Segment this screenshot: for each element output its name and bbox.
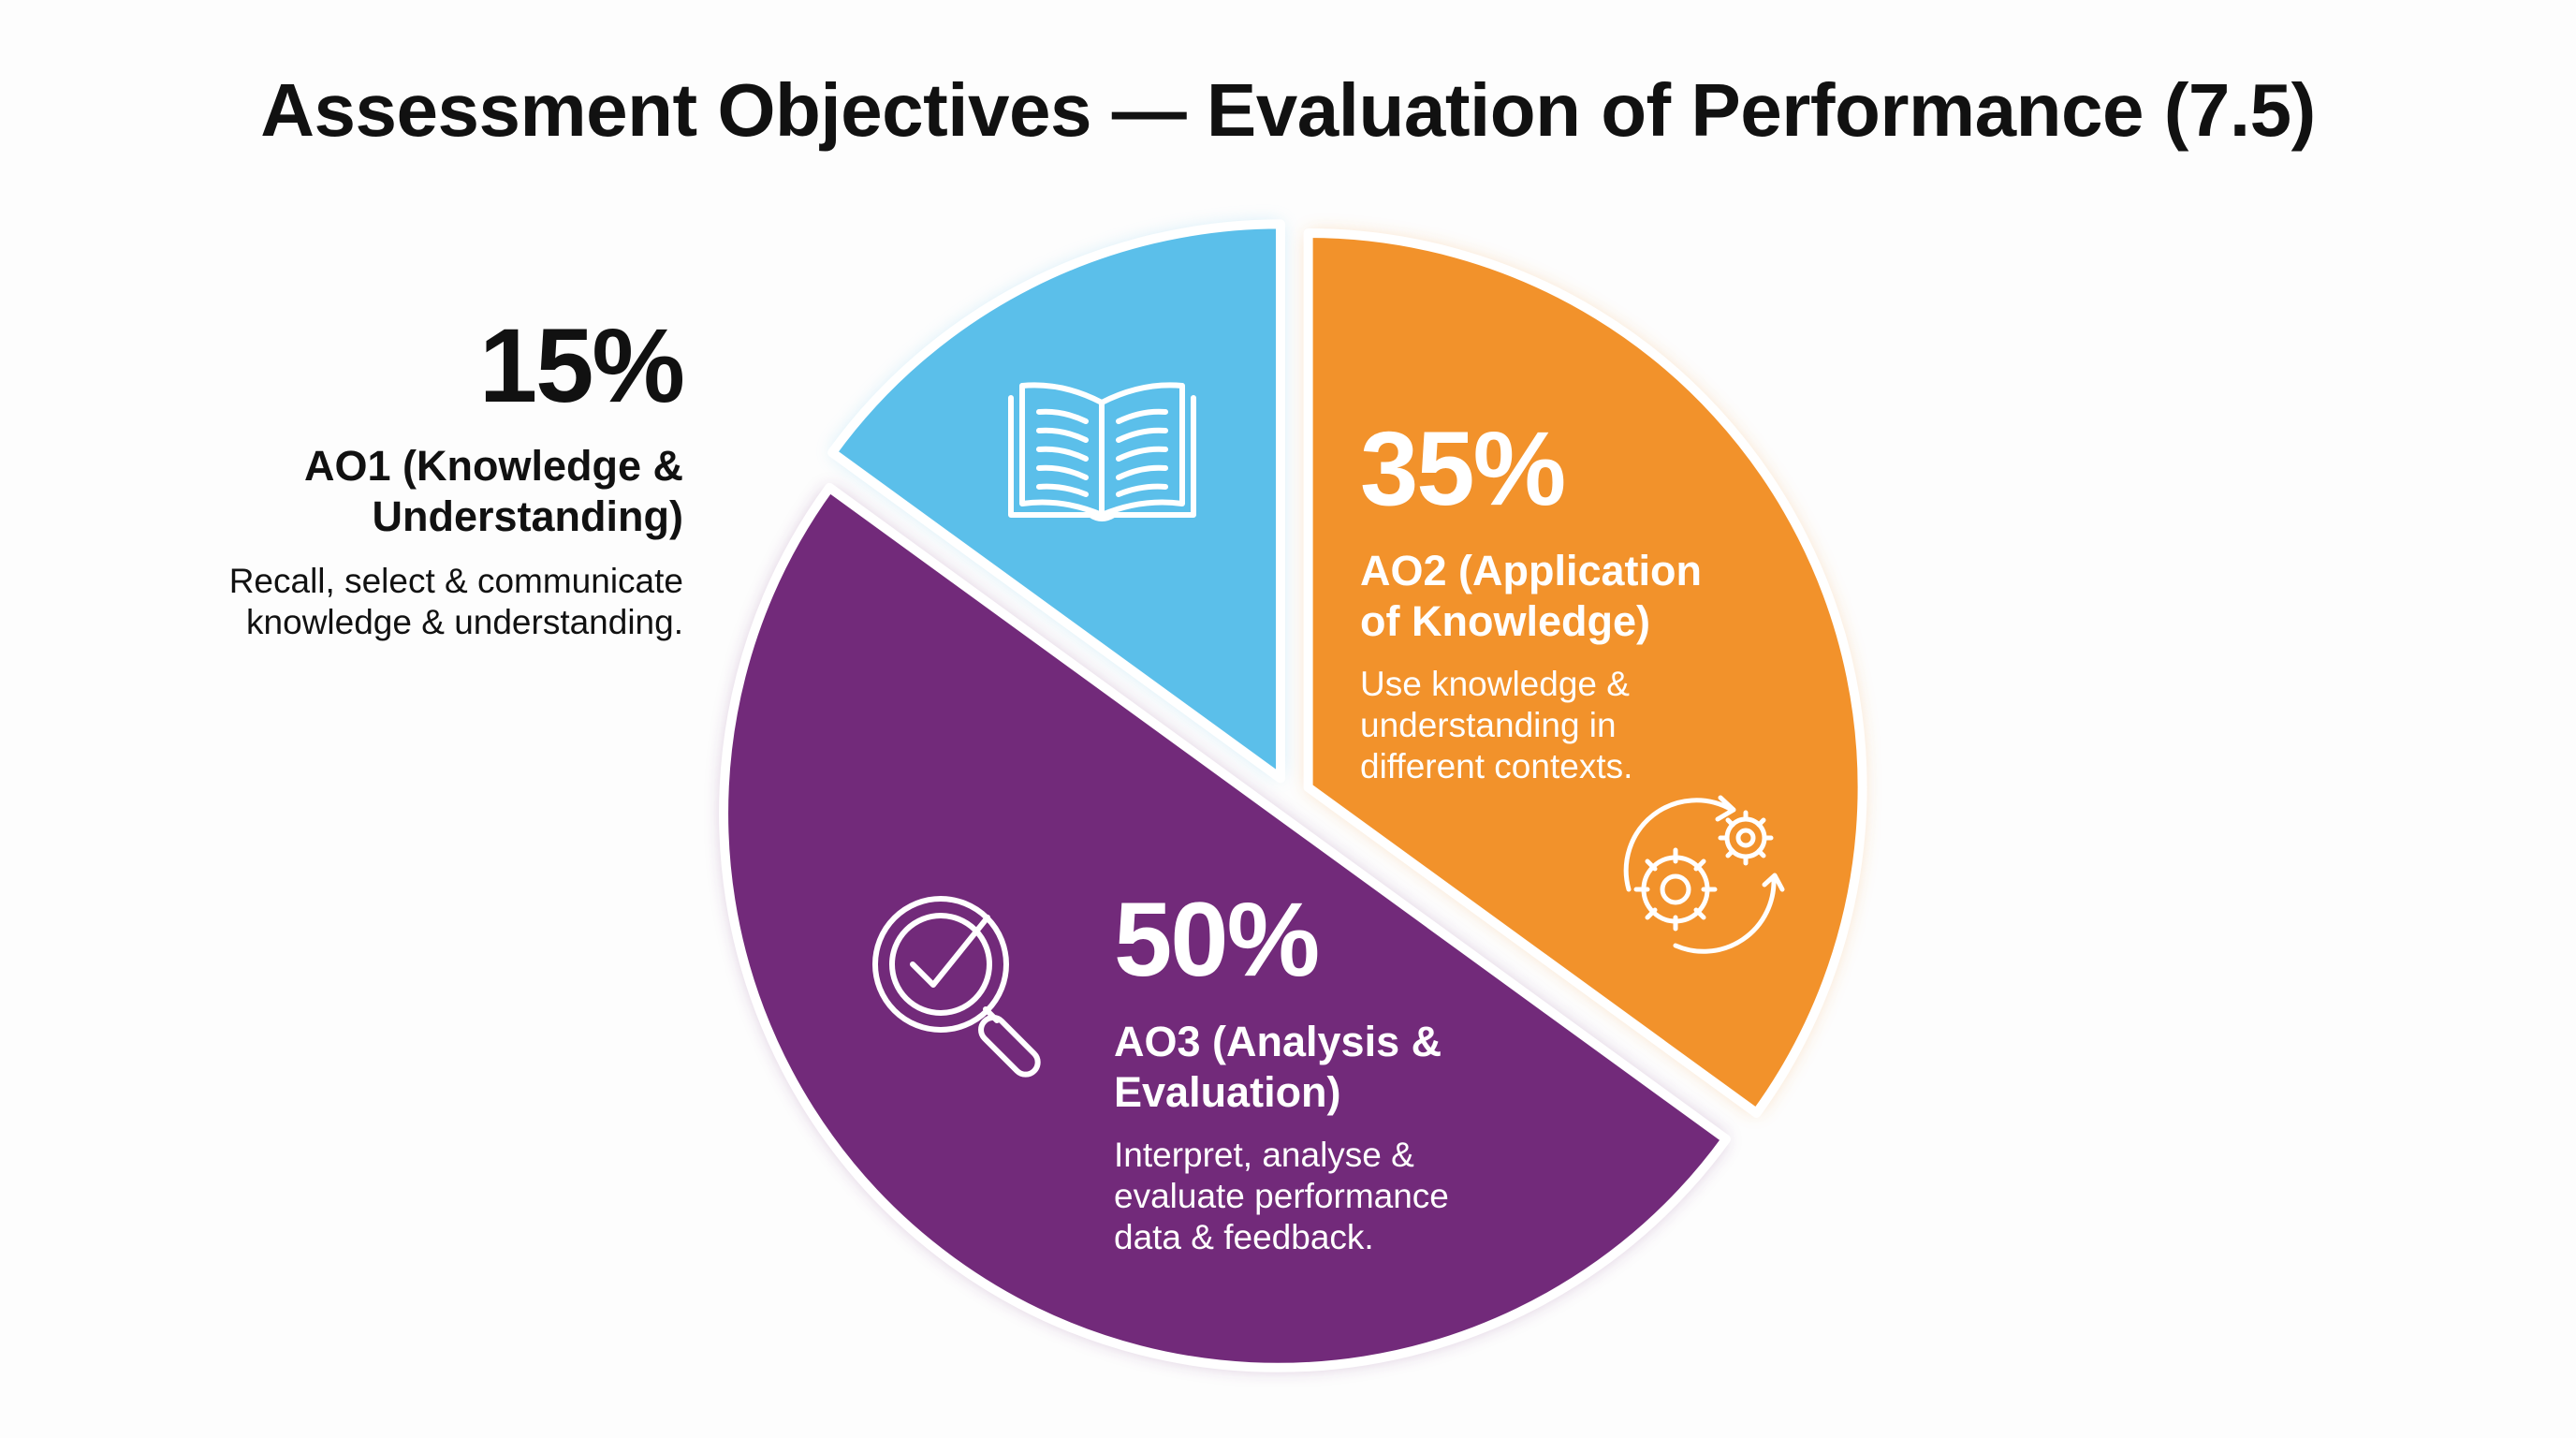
ao2-desc-line3: different contexts. xyxy=(1360,747,1633,785)
ao1-desc-line2: knowledge & understanding. xyxy=(246,603,683,641)
ao2-heading-line2: of Knowledge) xyxy=(1360,597,1650,645)
ao3-desc-line3: data & feedback. xyxy=(1114,1218,1374,1256)
ao2-heading-line1: AO2 (Application xyxy=(1360,547,1703,594)
ao2-desc-line1: Use knowledge & xyxy=(1360,665,1630,703)
ao1-heading-line1: AO1 (Knowledge & xyxy=(303,442,683,490)
magnifier-check-icon xyxy=(872,896,1041,1078)
ao1-percent: 15% xyxy=(478,307,685,424)
ao3-desc-line1: Interpret, analyse & xyxy=(1114,1136,1414,1174)
ao2-label-group: 35% AO2 (Application of Knowledge) Use k… xyxy=(1360,417,1702,787)
gears-cycle-icon xyxy=(1623,795,1785,954)
pie-slice-ao2 xyxy=(1303,228,1867,1118)
ao3-label-group: 50% AO3 (Analysis & Evaluation) Interpre… xyxy=(1114,888,1449,1258)
ao1-desc-line1: Recall, select & communicate xyxy=(228,562,683,600)
chart-title: Assessment Objectives — Evaluation of Pe… xyxy=(260,68,2316,152)
ao2-desc-line2: understanding in xyxy=(1360,706,1617,744)
ao3-heading-line2: Evaluation) xyxy=(1114,1068,1341,1116)
ao1-heading-line2: Understanding) xyxy=(372,492,684,540)
ao3-desc-line2: evaluate performance xyxy=(1114,1177,1449,1215)
ao1-label-group: 15% AO1 (Knowledge & Understanding) Reca… xyxy=(228,307,685,643)
ao3-percent: 50% xyxy=(1114,881,1320,998)
ao3-heading-line1: AO3 (Analysis & xyxy=(1114,1018,1442,1065)
ao2-percent: 35% xyxy=(1360,410,1566,527)
pie-slice-ao3 xyxy=(719,482,1732,1372)
open-book-icon xyxy=(1008,382,1196,521)
